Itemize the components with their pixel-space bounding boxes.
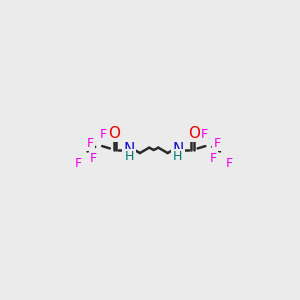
Text: F: F bbox=[99, 128, 106, 141]
Text: N: N bbox=[123, 142, 135, 157]
Text: O: O bbox=[188, 125, 200, 140]
Text: F: F bbox=[75, 157, 82, 170]
Text: F: F bbox=[201, 128, 208, 141]
Text: F: F bbox=[90, 152, 97, 165]
Text: O: O bbox=[108, 125, 120, 140]
Text: F: F bbox=[226, 157, 233, 170]
Text: H: H bbox=[173, 150, 182, 163]
Text: F: F bbox=[213, 137, 220, 150]
Text: F: F bbox=[210, 152, 218, 165]
Text: F: F bbox=[87, 137, 94, 150]
Text: N: N bbox=[173, 142, 184, 157]
Text: H: H bbox=[125, 150, 135, 163]
